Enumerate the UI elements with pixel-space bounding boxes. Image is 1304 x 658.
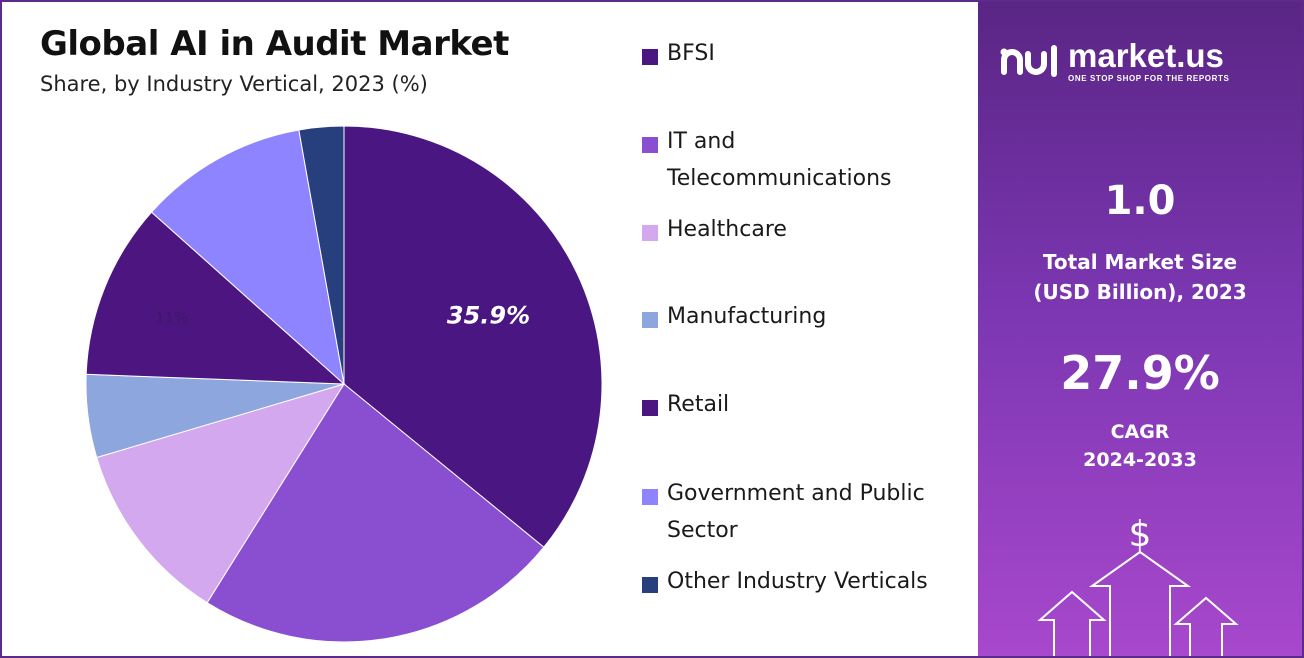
- legend-label-line: BFSI: [667, 41, 715, 66]
- legend-label-line: Government and Public: [667, 481, 925, 506]
- pie-data-label-0: 35.9%: [447, 301, 530, 329]
- legend-label-line: Retail: [667, 392, 730, 417]
- pie-slice-2: [96, 383, 346, 604]
- side-panel: market.us ONE STOP SHOP FOR THE REPORTS …: [978, 2, 1302, 656]
- legend-item: Other Industry Verticals: [642, 569, 928, 600]
- cagr-period: 2024-2033: [1083, 449, 1197, 471]
- legend-item: BFSI: [642, 41, 715, 72]
- legend-label-line: Other Industry Verticals: [667, 569, 928, 594]
- legend-swatch: [642, 312, 658, 328]
- dollar-sign-icon: $: [1129, 514, 1152, 555]
- legend-swatch: [642, 225, 658, 241]
- cagr-label: CAGR: [1110, 421, 1170, 443]
- legend-item: IT and Telecommunications: [642, 129, 891, 197]
- pie-slice-6: [298, 125, 345, 385]
- market-us-logo-icon: [1000, 44, 1057, 77]
- pie-slice-4: [85, 211, 346, 385]
- legend-label-line: Sector: [667, 518, 738, 543]
- legend-label: Manufacturing: [667, 298, 826, 335]
- legend: BFSI IT and Telecommunications Healthcare Ma…: [642, 2, 972, 656]
- chart-title: Global AI in Audit Market: [40, 24, 509, 64]
- legend-item: Manufacturing: [642, 304, 826, 335]
- pie-data-label-4: 11%: [155, 309, 188, 327]
- legend-label: Retail: [667, 386, 729, 423]
- pie-chart: 35.9% 11%: [85, 125, 603, 643]
- legend-label: IT and Telecommunications: [667, 123, 891, 197]
- brand-tagline: ONE STOP SHOP FOR THE REPORTS: [1068, 74, 1230, 83]
- brand-name: market.us: [1068, 37, 1224, 74]
- market-size-label-1: Total Market Size: [1042, 250, 1238, 274]
- legend-item: Retail: [642, 392, 729, 423]
- legend-swatch: [642, 489, 658, 505]
- legend-label: Healthcare: [667, 211, 787, 248]
- legend-label-line: Manufacturing: [667, 304, 827, 329]
- growth-arrows-icon: $: [1037, 514, 1239, 656]
- legend-label: Other Industry Verticals: [667, 563, 928, 600]
- pie-slice-0: [343, 125, 603, 548]
- legend-label: Government and Public Sector: [667, 475, 925, 549]
- legend-label-line: IT and: [667, 129, 736, 154]
- legend-item: Government and Public Sector: [642, 481, 925, 549]
- legend-swatch: [642, 137, 658, 153]
- chart-subtitle: Share, by Industry Vertical, 2023 (%): [40, 72, 428, 96]
- market-size-label-2: (USD Billion), 2023: [1033, 280, 1247, 304]
- legend-label-line: Healthcare: [667, 217, 787, 242]
- legend-label-line: Telecommunications: [667, 166, 892, 191]
- cagr-value: 27.9%: [1060, 346, 1220, 400]
- brand-logo: market.us ONE STOP SHOP FOR THE REPORTS: [998, 37, 1230, 83]
- legend-swatch: [642, 577, 658, 593]
- legend-item: Healthcare: [642, 217, 787, 248]
- legend-swatch: [642, 49, 658, 65]
- pie-slice-1: [206, 383, 545, 643]
- legend-label: BFSI: [667, 35, 715, 72]
- chart-area: Global AI in Audit Market Share, by Indu…: [2, 2, 976, 656]
- pie-slice-5: [150, 129, 345, 386]
- legend-swatch: [642, 400, 658, 416]
- market-size-value: 1.0: [1104, 178, 1176, 224]
